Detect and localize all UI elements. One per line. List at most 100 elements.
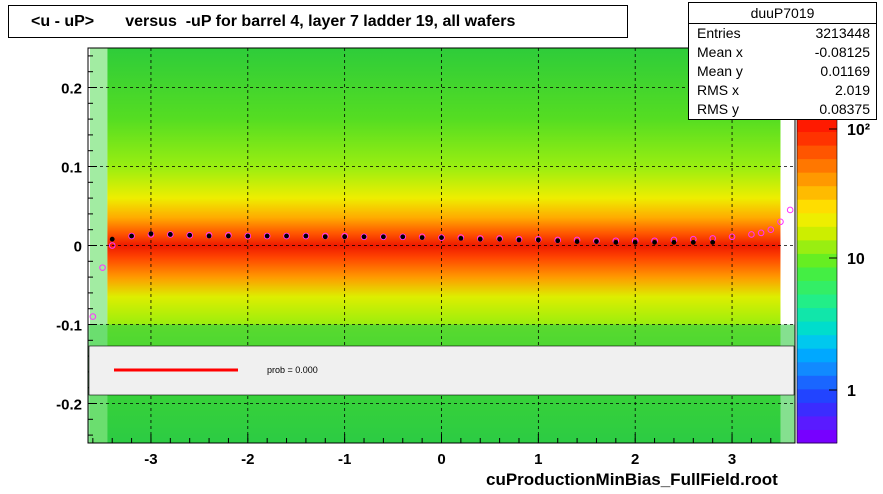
profile-point xyxy=(497,236,503,242)
colorbar-cell xyxy=(797,118,837,133)
fit-point xyxy=(438,234,445,241)
profile-point xyxy=(245,233,251,239)
x-tick-label: 0 xyxy=(437,451,445,468)
y-tick-label: -0.1 xyxy=(56,318,82,335)
fit-point xyxy=(380,233,387,241)
profile-point xyxy=(187,232,193,238)
stats-label: Entries xyxy=(697,25,741,41)
fit-point xyxy=(263,232,271,240)
profile-point xyxy=(342,234,348,240)
fit-point xyxy=(786,206,794,214)
stats-box: duuP7019 Entries 3213448 Mean x -0.08125 M… xyxy=(688,2,877,120)
colorbar-tick-label: 10² xyxy=(847,122,870,139)
stats-label: RMS x xyxy=(697,82,739,98)
profile-point xyxy=(264,233,270,239)
fit-point xyxy=(244,232,252,240)
x-tick-label: -2 xyxy=(241,451,254,468)
colorbar-cell xyxy=(797,348,837,363)
colorbar-cell xyxy=(797,388,837,403)
fit-point xyxy=(128,232,135,240)
fit-point xyxy=(748,231,755,238)
axes: -3 -2 -1 0 1 2 3 0.2 0.1 0 -0.1 -0.2 xyxy=(56,47,796,468)
x-tick-label: 1 xyxy=(534,451,542,468)
profile-point xyxy=(226,233,231,239)
stats-value: -0.08125 xyxy=(814,44,870,60)
fit-point xyxy=(399,233,407,241)
profile-point xyxy=(400,234,406,240)
grid-lines xyxy=(88,48,795,443)
profile-point xyxy=(439,235,444,241)
fit-point xyxy=(167,231,174,238)
profile-point xyxy=(671,239,677,245)
colorbar-cell xyxy=(797,429,837,444)
stats-value: 3213448 xyxy=(815,25,870,41)
colorbar-cell xyxy=(797,158,837,173)
profile-point xyxy=(652,239,657,245)
profile-point xyxy=(284,233,289,239)
x-tick-label: 2 xyxy=(631,451,639,468)
colorbar-cell xyxy=(797,280,837,295)
colorbar-cell xyxy=(797,375,837,390)
profile-point xyxy=(380,234,386,240)
profile-point xyxy=(148,231,154,237)
colorbar-cell xyxy=(797,226,837,241)
footer-filename: cuProductionMinBias_FullField.root xyxy=(486,470,778,489)
profile-point xyxy=(574,239,580,244)
profile-point xyxy=(303,233,309,239)
colorbar-cell xyxy=(797,253,837,268)
legend-prob-text: prob = 0.000 xyxy=(267,365,318,375)
profile-point xyxy=(535,237,541,243)
colorbar-cell xyxy=(797,266,837,281)
colorbar-tick-label: 1 xyxy=(847,383,856,400)
x-tick-label: 3 xyxy=(728,451,736,468)
profile-point xyxy=(690,239,696,245)
fit-point xyxy=(186,231,193,239)
profile-point xyxy=(419,235,425,241)
stats-value: 0.08375 xyxy=(819,101,870,117)
profile-point xyxy=(167,232,173,237)
colorbar-cell xyxy=(797,415,837,430)
fit-point xyxy=(767,226,775,233)
stats-value: 2.019 xyxy=(834,82,870,98)
fit-point xyxy=(108,242,116,249)
stats-value: 0.01169 xyxy=(820,63,870,79)
y-tick-label: -0.2 xyxy=(56,397,82,414)
colorbar-cell xyxy=(797,145,837,160)
y-tick-label: 0.2 xyxy=(61,81,82,98)
profile-point xyxy=(555,238,561,244)
stats-row-entries: Entries 3213448 xyxy=(689,24,876,43)
y-tick-label: 0 xyxy=(74,239,82,256)
profile-point xyxy=(477,236,483,242)
colorbar-cell xyxy=(797,172,837,187)
stats-label: Mean x xyxy=(697,44,743,60)
colorbar-cell xyxy=(797,334,837,349)
colorbar-cell xyxy=(797,307,837,322)
fit-point xyxy=(360,233,368,241)
fit-point xyxy=(728,233,736,241)
color-scale: 1 10 10² xyxy=(796,117,870,444)
colorbar-cell xyxy=(797,402,837,417)
stats-row-rms-x: RMS x 2.019 xyxy=(689,81,876,100)
y-tick-label: 0.1 xyxy=(61,160,82,177)
stats-row-mean-y: Mean y 0.01169 xyxy=(689,62,876,81)
colorbar-cell xyxy=(797,199,837,214)
x-tick-label: -3 xyxy=(144,451,157,468)
x-tick-label: -1 xyxy=(338,451,351,468)
colorbar-cell xyxy=(797,361,837,376)
profile-point xyxy=(594,239,599,244)
fit-legend: prob = 0.000 xyxy=(88,345,795,396)
profile-point xyxy=(613,239,619,245)
colorbar-cell xyxy=(797,185,837,200)
fit-point xyxy=(777,218,784,226)
profile-point xyxy=(710,239,716,245)
title-box: <u - uP> versus -uP for barrel 4, layer … xyxy=(8,5,628,38)
fit-point xyxy=(89,313,97,320)
data-points xyxy=(89,206,794,320)
stats-label: Mean y xyxy=(697,63,743,79)
heatmap-left-edge xyxy=(90,48,108,443)
profile-point xyxy=(206,233,212,239)
profile-point xyxy=(109,236,115,242)
colorbar-cell xyxy=(797,239,837,254)
fit-point xyxy=(99,264,106,271)
